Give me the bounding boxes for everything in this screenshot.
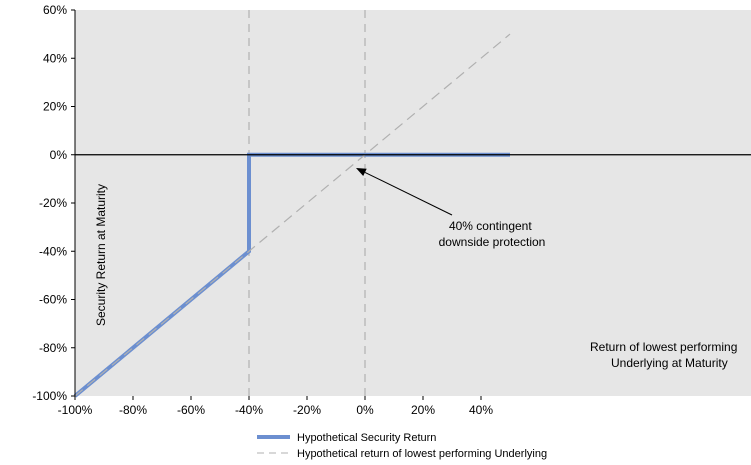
x-tick-label: -100% (58, 403, 93, 417)
series-line-underlying-return (74, 33, 511, 397)
x-tick-label: -60% (177, 403, 205, 417)
annotation-arrow (364, 171, 453, 216)
y-tick-label: 0% (50, 148, 68, 162)
x-tick-label: 20% (411, 403, 435, 417)
annotation-text: 40% contingent downside protection (439, 219, 546, 249)
plot-area (75, 10, 751, 396)
y-tick-label: 40% (43, 51, 67, 65)
y-tick-label: -60% (39, 293, 67, 307)
x-axis-label-line-2: Underlying at Maturity (611, 356, 728, 370)
annotation-line-1: 40% contingent (449, 219, 532, 233)
y-tick-label: -80% (39, 341, 67, 355)
y-tick-label: -100% (32, 389, 67, 403)
x-tick-label: -40% (235, 403, 263, 417)
x-axis-label: Return of lowest performing Underlying a… (590, 340, 741, 370)
y-tick-label: -40% (39, 244, 67, 258)
y-axis-label: Security Return at Maturity (94, 184, 108, 326)
legend-label-underlying: Hypothetical return of lowest performing… (297, 448, 547, 460)
annotation-arrowhead (356, 168, 367, 176)
x-tick-label: 0% (356, 403, 374, 417)
annotation-line-2: downside protection (439, 235, 546, 249)
y-tick-label: -20% (39, 196, 67, 210)
y-axis-ticks: -100% -80% -60% -40% -20% 0% 20% 40% 60% (32, 3, 75, 403)
x-axis-label-line-1: Return of lowest performing (590, 340, 737, 354)
y-tick-label: 60% (43, 3, 67, 17)
legend-label-security: Hypothetical Security Return (297, 432, 436, 444)
x-tick-label: -80% (119, 403, 147, 417)
x-tick-label: 40% (469, 403, 493, 417)
x-axis-ticks: -100% -80% -60% -40% -20% 0% 20% 40% (58, 396, 493, 417)
legend: Hypothetical Security Return Hypothetica… (257, 432, 547, 460)
y-tick-label: 20% (43, 100, 67, 114)
x-tick-label: -20% (293, 403, 321, 417)
